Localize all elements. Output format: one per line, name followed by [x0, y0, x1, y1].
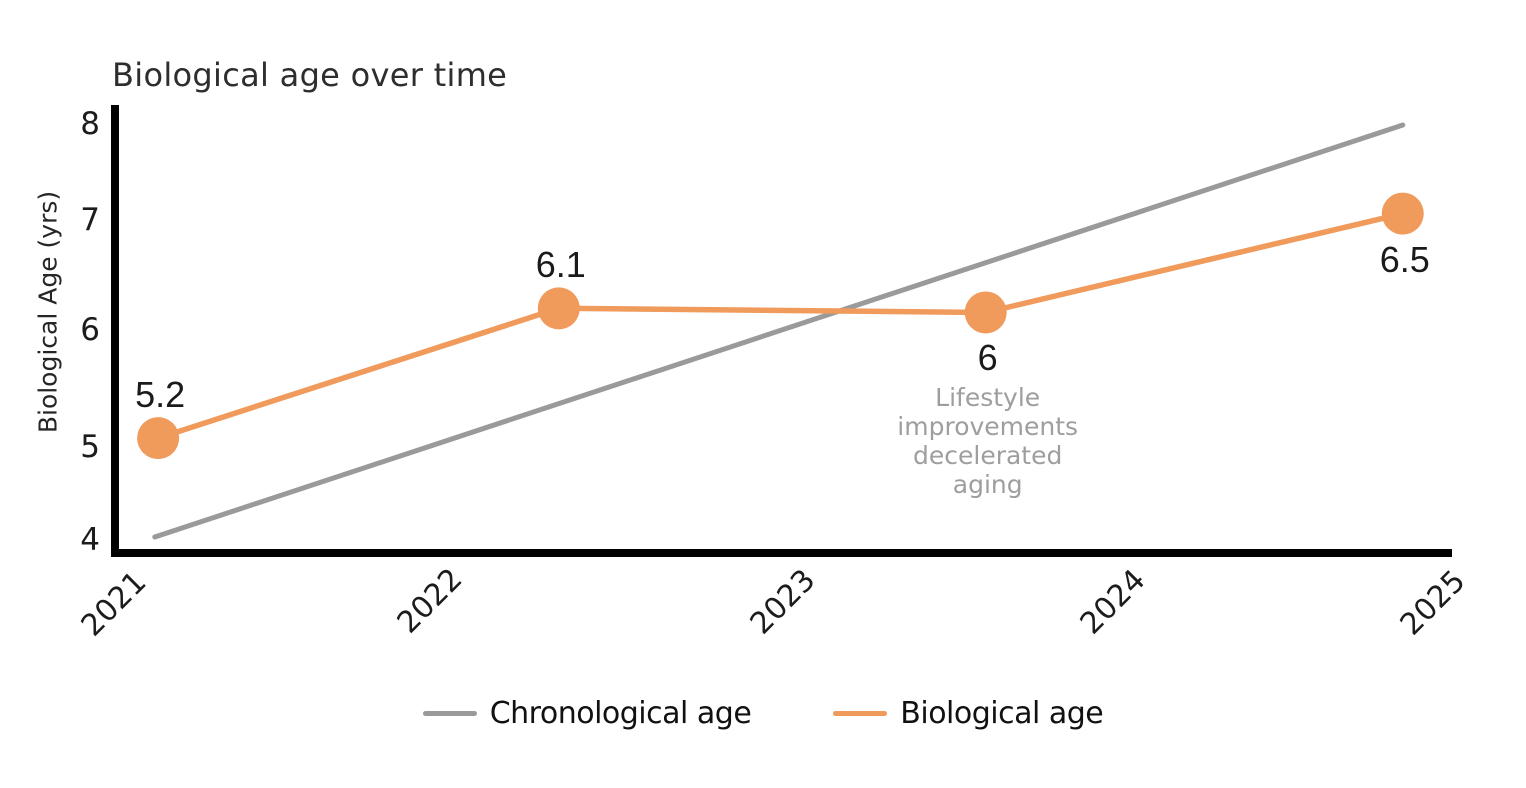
y-tick-label: 6	[80, 312, 100, 348]
data-point-label: 6.5	[1379, 238, 1430, 280]
series-line-chronological-age	[152, 122, 1406, 540]
data-point-label: 6	[977, 337, 998, 379]
series-line-biological-age	[155, 210, 1406, 441]
y-tick-label: 8	[80, 106, 100, 142]
series-layer	[137, 122, 1424, 540]
annotation: Lifestyle improvements decelerated aging	[897, 383, 1079, 500]
data-point-marker	[137, 417, 180, 460]
chart-title: Biological age over time	[112, 56, 508, 94]
y-axis-spine	[111, 105, 119, 557]
data-point-label: 6.1	[535, 244, 586, 286]
data-point-marker	[1381, 192, 1424, 235]
data-point-marker	[964, 291, 1007, 334]
data-point-marker	[537, 287, 580, 330]
data-point-label: 5.2	[135, 374, 186, 416]
legend-line-swatch-chronological	[422, 711, 477, 716]
y-tick-label: 5	[80, 429, 100, 465]
y-tick-label: 7	[80, 202, 100, 238]
legend-item-chronological-age: Chronological age	[422, 696, 752, 731]
legend-label-chronological: Chronological age	[489, 696, 752, 731]
legend-label-biological: Biological age	[900, 696, 1104, 731]
y-tick-label: 4	[80, 522, 100, 558]
legend-line-swatch-biological	[833, 711, 888, 716]
legend-item-biological-age: Biological age	[833, 696, 1104, 731]
x-axis-spine	[111, 549, 1452, 557]
legend: Chronological age Biological age	[0, 696, 1526, 731]
